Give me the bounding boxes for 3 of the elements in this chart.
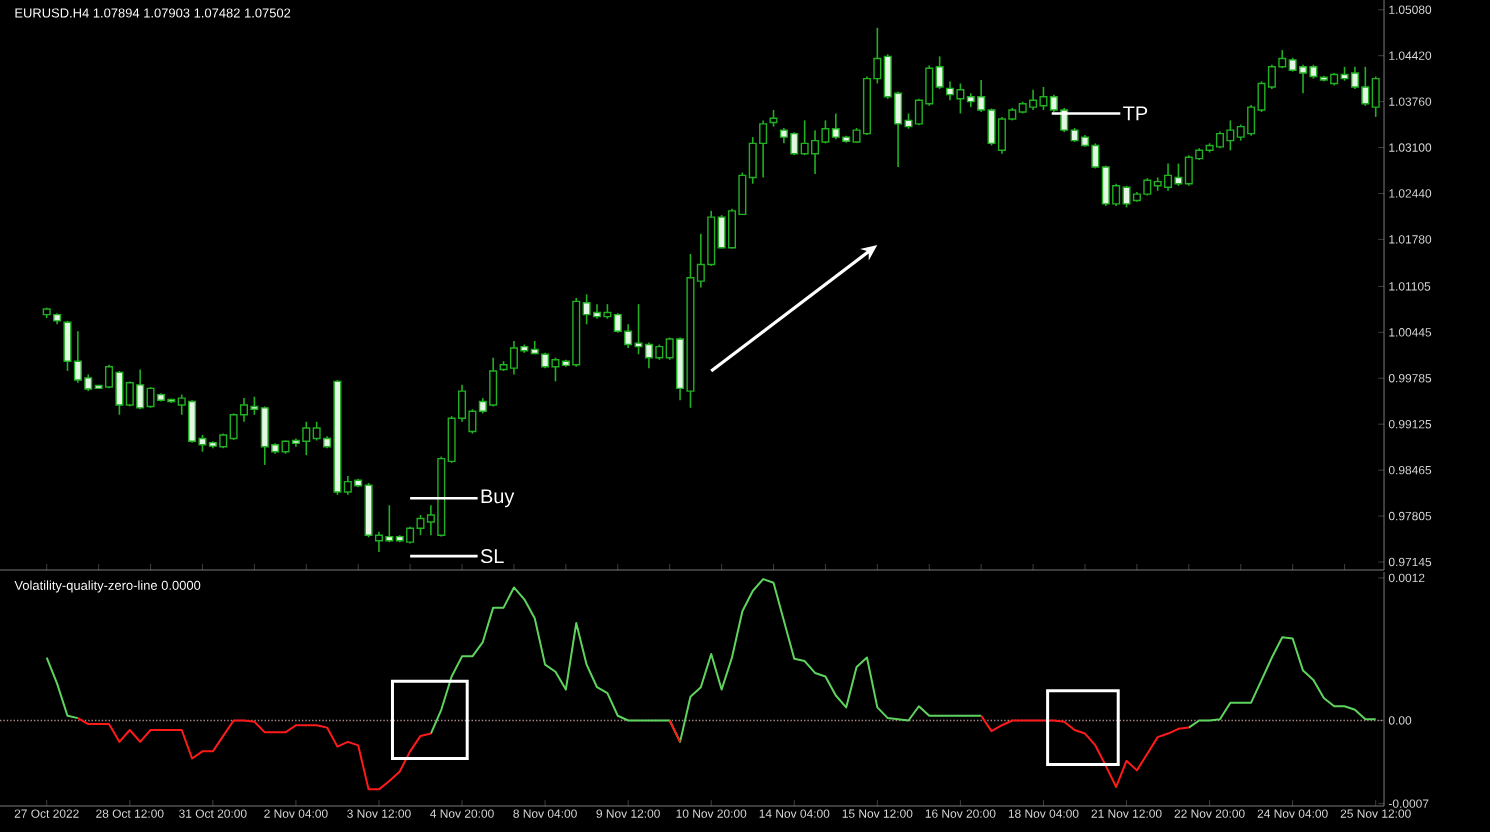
annotation: TP [1123,106,1148,121]
annotation: Buy [481,489,515,508]
annotation: SL [480,549,504,564]
